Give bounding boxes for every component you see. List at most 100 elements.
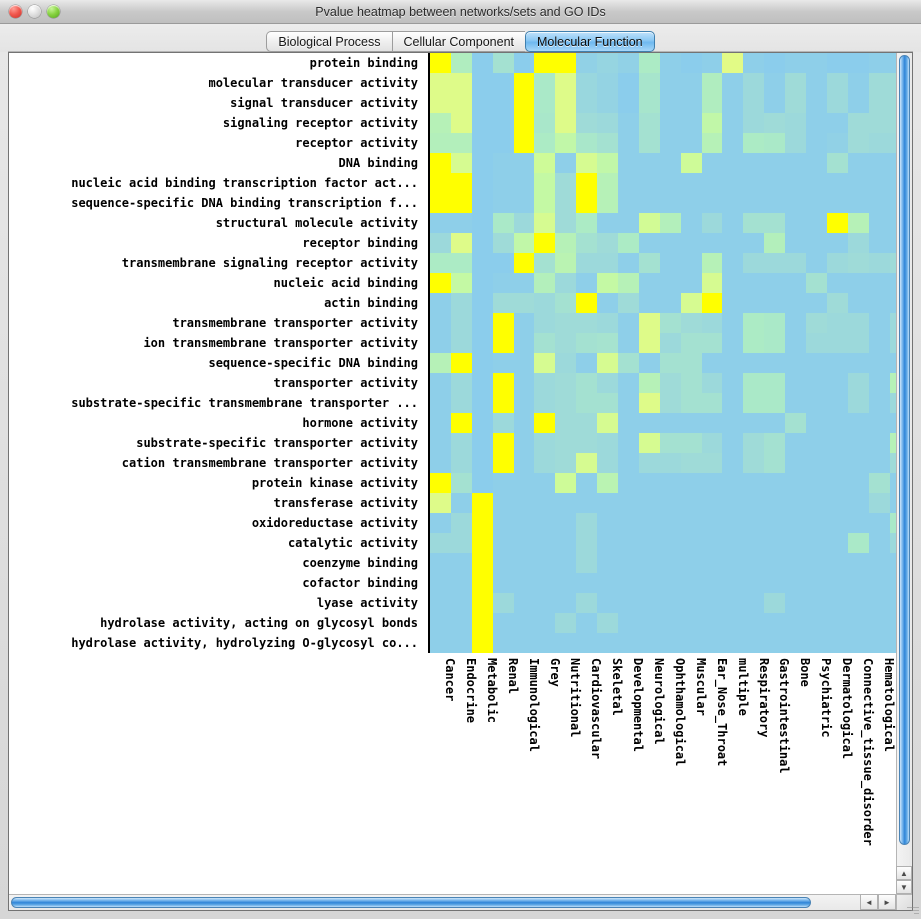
heatmap-cell[interactable] [597, 393, 619, 413]
heatmap-cell[interactable] [785, 73, 807, 93]
heatmap-cell[interactable] [492, 633, 514, 653]
heatmap-cell[interactable] [743, 393, 765, 413]
heatmap-cell[interactable] [889, 353, 896, 373]
heatmap-cell[interactable] [680, 293, 702, 313]
heatmap-cell[interactable] [743, 253, 765, 273]
heatmap-cell[interactable] [430, 313, 451, 333]
heatmap-cell[interactable] [722, 353, 744, 373]
heatmap-cell[interactable] [806, 313, 827, 333]
heatmap-cell[interactable] [764, 333, 786, 353]
heatmap-cell[interactable] [722, 233, 744, 253]
heatmap-cell[interactable] [659, 73, 681, 93]
heatmap-cell[interactable] [618, 253, 639, 273]
heatmap-cell[interactable] [701, 193, 723, 213]
heatmap-cell[interactable] [471, 153, 493, 173]
heatmap-cell[interactable] [492, 153, 514, 173]
heatmap-cell[interactable] [701, 53, 723, 73]
heatmap-cell[interactable] [722, 293, 744, 313]
heatmap-cell[interactable] [638, 433, 660, 453]
heatmap-cell[interactable] [471, 413, 493, 433]
heatmap-cell[interactable] [555, 253, 577, 273]
heatmap-cell[interactable] [576, 113, 598, 133]
heatmap-cell[interactable] [743, 433, 765, 453]
horizontal-scrollbar-thumb[interactable] [11, 897, 811, 908]
heatmap-cell[interactable] [471, 453, 493, 473]
heatmap-cell[interactable] [659, 513, 681, 533]
heatmap-cell[interactable] [743, 373, 765, 393]
heatmap-cell[interactable] [576, 473, 598, 493]
heatmap-cell[interactable] [513, 53, 535, 73]
heatmap-cell[interactable] [764, 53, 786, 73]
heatmap-cell[interactable] [743, 573, 765, 593]
heatmap-cell[interactable] [597, 93, 619, 113]
heatmap-cell[interactable] [534, 133, 556, 153]
heatmap-cell[interactable] [764, 533, 786, 553]
heatmap-cell[interactable] [576, 453, 598, 473]
heatmap-cell[interactable] [785, 373, 807, 393]
heatmap-cell[interactable] [555, 53, 577, 73]
heatmap-cell[interactable] [430, 333, 451, 353]
heatmap-cell[interactable] [471, 573, 493, 593]
heatmap-cell[interactable] [764, 473, 786, 493]
heatmap-cell[interactable] [868, 253, 890, 273]
heatmap-cell[interactable] [826, 133, 848, 153]
heatmap-cell[interactable] [868, 613, 890, 633]
heatmap-cell[interactable] [743, 593, 765, 613]
heatmap-cell[interactable] [534, 433, 556, 453]
heatmap-cell[interactable] [701, 293, 723, 313]
heatmap-cell[interactable] [806, 213, 827, 233]
scroll-left-arrow-icon[interactable]: ◄ [860, 894, 878, 910]
heatmap-cell[interactable] [618, 93, 639, 113]
heatmap-cell[interactable] [555, 493, 577, 513]
heatmap-cell[interactable] [806, 173, 827, 193]
heatmap-cell[interactable] [534, 373, 556, 393]
heatmap-cell[interactable] [806, 353, 827, 373]
heatmap-cell[interactable] [889, 293, 896, 313]
heatmap-cell[interactable] [764, 93, 786, 113]
heatmap-cell[interactable] [576, 153, 598, 173]
heatmap-cell[interactable] [764, 633, 786, 653]
heatmap-cell[interactable] [826, 453, 848, 473]
heatmap-cell[interactable] [868, 453, 890, 473]
heatmap-cell[interactable] [576, 513, 598, 533]
heatmap-cell[interactable] [806, 333, 827, 353]
heatmap-cell[interactable] [680, 73, 702, 93]
heatmap-cell[interactable] [534, 53, 556, 73]
heatmap-cell[interactable] [597, 333, 619, 353]
heatmap-cell[interactable] [659, 233, 681, 253]
heatmap-cell[interactable] [659, 593, 681, 613]
heatmap-cell[interactable] [868, 293, 890, 313]
heatmap-cell[interactable] [471, 533, 493, 553]
heatmap-cell[interactable] [847, 253, 869, 273]
heatmap-cell[interactable] [618, 433, 639, 453]
heatmap-cell[interactable] [722, 633, 744, 653]
heatmap-cell[interactable] [826, 293, 848, 313]
heatmap-cell[interactable] [638, 633, 660, 653]
heatmap-cell[interactable] [764, 413, 786, 433]
heatmap-cell[interactable] [597, 233, 619, 253]
heatmap-cell[interactable] [889, 633, 896, 653]
heatmap-cell[interactable] [722, 393, 744, 413]
heatmap-cell[interactable] [868, 393, 890, 413]
heatmap-cell[interactable] [534, 633, 556, 653]
heatmap-cell[interactable] [889, 333, 896, 353]
heatmap-cell[interactable] [806, 473, 827, 493]
heatmap-cell[interactable] [764, 233, 786, 253]
heatmap-cell[interactable] [785, 153, 807, 173]
heatmap-cell[interactable] [743, 73, 765, 93]
heatmap-cell[interactable] [430, 153, 451, 173]
heatmap-cell[interactable] [638, 573, 660, 593]
heatmap-cell[interactable] [638, 133, 660, 153]
heatmap-cell[interactable] [868, 413, 890, 433]
heatmap-cell[interactable] [826, 273, 848, 293]
heatmap-cell[interactable] [576, 333, 598, 353]
heatmap-cell[interactable] [722, 453, 744, 473]
heatmap-cell[interactable] [430, 73, 451, 93]
heatmap-cell[interactable] [722, 273, 744, 293]
heatmap-cell[interactable] [659, 333, 681, 353]
heatmap-cell[interactable] [576, 293, 598, 313]
heatmap-cell[interactable] [430, 573, 451, 593]
heatmap-cell[interactable] [785, 473, 807, 493]
heatmap-cell[interactable] [806, 633, 827, 653]
heatmap-cell[interactable] [847, 573, 869, 593]
